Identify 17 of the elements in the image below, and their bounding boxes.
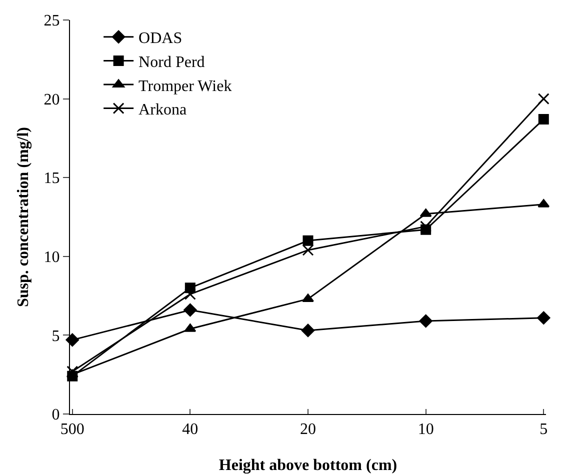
y-tick-label: 0 (52, 406, 60, 424)
x-tick-label: 10 (418, 421, 434, 438)
legend-label: Arkona (138, 102, 187, 119)
y-tick-label: 25 (44, 12, 60, 30)
legend-label: Nord Perd (138, 54, 205, 71)
x-tick-label: 5 (540, 421, 548, 438)
y-tick-label: 20 (44, 91, 60, 108)
y-tick-label: 15 (44, 170, 60, 188)
y-tick-label: 5 (52, 328, 60, 345)
x-tick-label: 500 (60, 421, 84, 438)
x-tick-label: 20 (300, 421, 316, 438)
legend-label: ODAS (138, 30, 182, 48)
x-tick-label: 40 (182, 421, 198, 438)
y-tick-label: 10 (44, 249, 60, 266)
y-axis-title: Susp. concentration (mg/l) (15, 127, 32, 307)
legend-label: Tromper Wiek (138, 78, 232, 95)
x-axis-title: Height above bottom (cm) (218, 457, 398, 474)
